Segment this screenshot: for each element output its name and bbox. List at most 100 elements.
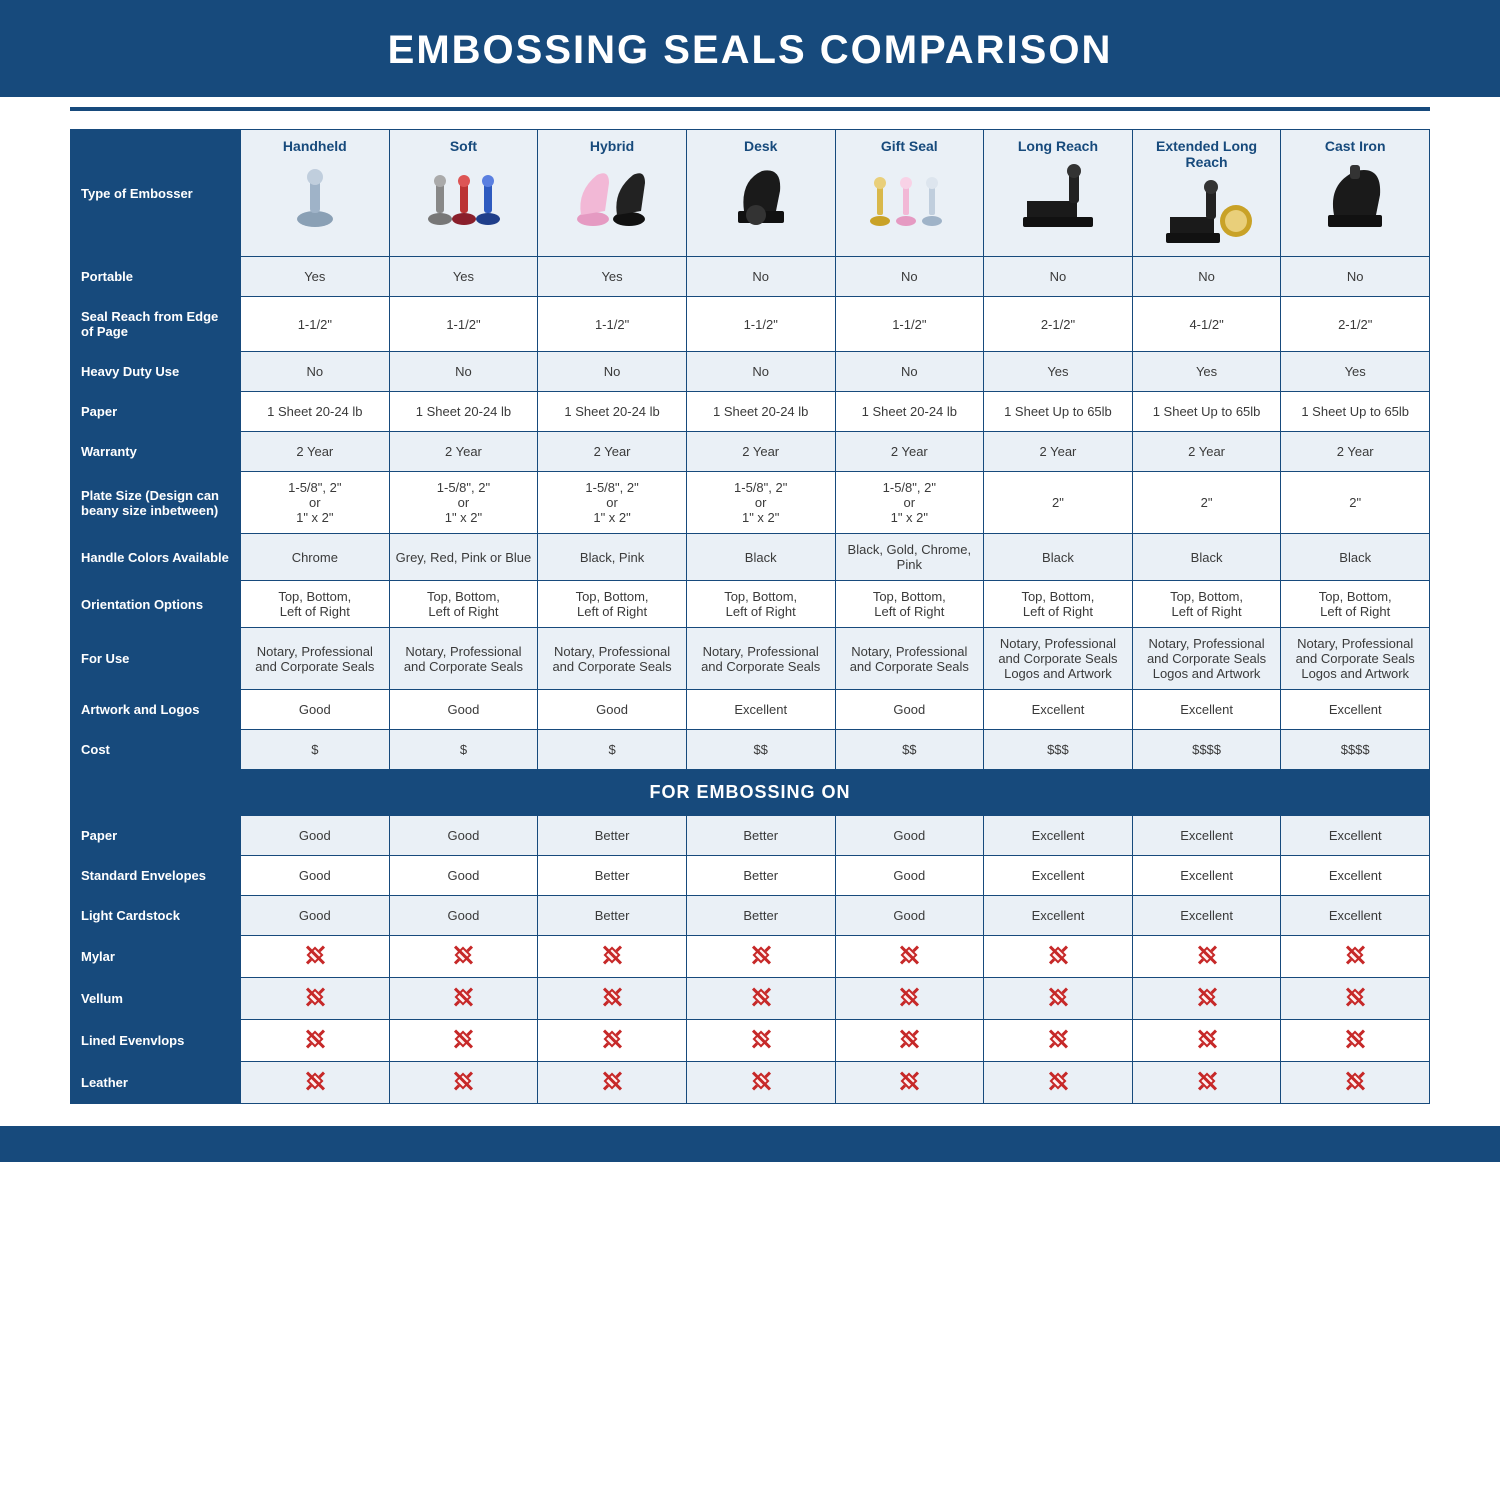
x-icon bbox=[1196, 986, 1218, 1008]
cell: Excellent bbox=[984, 816, 1133, 856]
cell: 1 Sheet Up to 65lb bbox=[1281, 392, 1430, 432]
cell: Excellent bbox=[1281, 896, 1430, 936]
cell: 1 Sheet 20-24 lb bbox=[835, 392, 984, 432]
cell: Yes bbox=[538, 257, 687, 297]
x-icon bbox=[1344, 944, 1366, 966]
cell: 1 Sheet 20-24 lb bbox=[389, 392, 538, 432]
cell bbox=[538, 1062, 687, 1104]
cell: Good bbox=[835, 896, 984, 936]
colhead-label: Extended Long Reach bbox=[1137, 138, 1277, 170]
cell: Good bbox=[389, 690, 538, 730]
cell bbox=[1132, 1020, 1281, 1062]
rowhead: Paper bbox=[71, 392, 241, 432]
cell: Top, Bottom,Left of Right bbox=[241, 581, 390, 628]
cell bbox=[984, 1020, 1133, 1062]
cell bbox=[241, 936, 390, 978]
comparison-table: Type of Embosser HandheldSoft Hybrid Des… bbox=[70, 129, 1430, 1104]
table-row: Cost$$$$$$$$$$$$$$$$$$ bbox=[71, 730, 1430, 770]
cell: 2-1/2" bbox=[984, 297, 1133, 352]
footer-bar bbox=[0, 1126, 1500, 1162]
colhead-label: Soft bbox=[394, 138, 534, 154]
x-icon bbox=[750, 1028, 772, 1050]
cell: Notary, Professional and Corporate Seals… bbox=[1132, 628, 1281, 690]
cell bbox=[1132, 978, 1281, 1020]
cell: Better bbox=[686, 856, 835, 896]
cell bbox=[686, 936, 835, 978]
cell: Chrome bbox=[241, 534, 390, 581]
rowhead: Leather bbox=[71, 1062, 241, 1104]
cell: Good bbox=[835, 856, 984, 896]
rowhead: Heavy Duty Use bbox=[71, 352, 241, 392]
cell bbox=[686, 1062, 835, 1104]
cell bbox=[389, 1020, 538, 1062]
cell: Yes bbox=[389, 257, 538, 297]
colhead-cast: Cast Iron bbox=[1281, 130, 1430, 257]
table-row: Handle Colors AvailableChromeGrey, Red, … bbox=[71, 534, 1430, 581]
cell bbox=[835, 1062, 984, 1104]
cell: $$$ bbox=[984, 730, 1133, 770]
cell: $$ bbox=[686, 730, 835, 770]
x-icon bbox=[750, 944, 772, 966]
cell: 1-5/8", 2"or1" x 2" bbox=[538, 472, 687, 534]
colhead-label: Long Reach bbox=[988, 138, 1128, 154]
cell: Black, Gold, Chrome, Pink bbox=[835, 534, 984, 581]
cell: Top, Bottom,Left of Right bbox=[389, 581, 538, 628]
cell: No bbox=[389, 352, 538, 392]
colhead-label: Handheld bbox=[245, 138, 385, 154]
table-row: Orientation OptionsTop, Bottom,Left of R… bbox=[71, 581, 1430, 628]
cell: Excellent bbox=[1132, 856, 1281, 896]
cell: Black bbox=[984, 534, 1133, 581]
rowhead: Artwork and Logos bbox=[71, 690, 241, 730]
colhead-hybrid: Hybrid bbox=[538, 130, 687, 257]
x-icon bbox=[750, 986, 772, 1008]
x-icon bbox=[898, 1070, 920, 1092]
cell: Better bbox=[538, 856, 687, 896]
table-row: Plate Size (Design can beany size inbetw… bbox=[71, 472, 1430, 534]
cell: 2 Year bbox=[389, 432, 538, 472]
cell bbox=[984, 978, 1133, 1020]
cell: 2 Year bbox=[538, 432, 687, 472]
cell bbox=[835, 1020, 984, 1062]
cell: Excellent bbox=[984, 690, 1133, 730]
cell: 2" bbox=[984, 472, 1133, 534]
x-icon bbox=[601, 1028, 623, 1050]
rowhead: Cost bbox=[71, 730, 241, 770]
tbody-embossing: PaperGoodGoodBetterBetterGoodExcellentEx… bbox=[71, 816, 1430, 1104]
cell: 1-5/8", 2"or1" x 2" bbox=[389, 472, 538, 534]
cell bbox=[835, 936, 984, 978]
cell: Notary, Professional and Corporate Seals bbox=[389, 628, 538, 690]
table-row: Warranty2 Year2 Year2 Year2 Year2 Year2 … bbox=[71, 432, 1430, 472]
cell: Black bbox=[1132, 534, 1281, 581]
x-icon bbox=[1344, 986, 1366, 1008]
x-icon bbox=[601, 1070, 623, 1092]
rowhead: Handle Colors Available bbox=[71, 534, 241, 581]
cell: Top, Bottom,Left of Right bbox=[984, 581, 1133, 628]
table-row: Standard EnvelopesGoodGoodBetterBetterGo… bbox=[71, 856, 1430, 896]
x-icon bbox=[1196, 1028, 1218, 1050]
table-row: Artwork and LogosGoodGoodGoodExcellentGo… bbox=[71, 690, 1430, 730]
x-icon bbox=[750, 1070, 772, 1092]
cell: Better bbox=[538, 816, 687, 856]
rowhead-type-of-embosser: Type of Embosser bbox=[71, 130, 241, 257]
x-icon bbox=[304, 944, 326, 966]
cell: No bbox=[686, 352, 835, 392]
cell: 1 Sheet Up to 65lb bbox=[1132, 392, 1281, 432]
cell: $$$$ bbox=[1281, 730, 1430, 770]
cell: 2" bbox=[1132, 472, 1281, 534]
colhead-xlong: Extended Long Reach bbox=[1132, 130, 1281, 257]
cell: 1-1/2" bbox=[241, 297, 390, 352]
cell bbox=[241, 1020, 390, 1062]
tbody-section: FOR EMBOSSING ON bbox=[71, 770, 1430, 816]
cell: Black, Pink bbox=[538, 534, 687, 581]
cell: Excellent bbox=[686, 690, 835, 730]
page-title: EMBOSSING SEALS COMPARISON bbox=[388, 28, 1113, 72]
embosser-image-desk bbox=[691, 158, 831, 236]
tbody-main: PortableYesYesYesNoNoNoNoNoSeal Reach fr… bbox=[71, 257, 1430, 770]
cell: 1-5/8", 2"or1" x 2" bbox=[835, 472, 984, 534]
cell: Notary, Professional and Corporate Seals bbox=[686, 628, 835, 690]
section-banner-row: FOR EMBOSSING ON bbox=[71, 770, 1430, 816]
cell: 2 Year bbox=[686, 432, 835, 472]
x-icon bbox=[452, 1070, 474, 1092]
cell bbox=[1281, 1020, 1430, 1062]
x-icon bbox=[452, 1028, 474, 1050]
